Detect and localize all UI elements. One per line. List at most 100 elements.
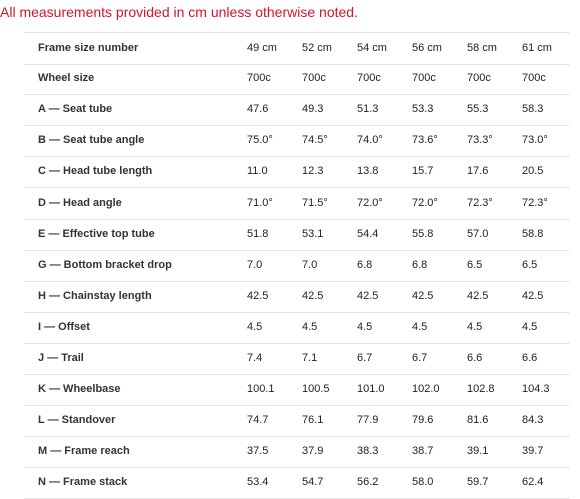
cell-value: 81.6 [467,414,489,427]
cell-value: 700c [412,72,436,85]
cell-value: 7.0 [247,258,263,271]
cell-value: 6.8 [357,258,373,271]
cell-value: 42.5 [467,289,489,302]
table-row: J — Trail 7.4 7.1 6.7 6.7 6.6 6.6 [24,343,570,375]
cell-value: 39.1 [467,445,489,458]
cell-value: 700c [467,72,491,85]
cell-value: 73.6° [412,134,438,147]
cell-value: 20.5 [522,165,544,178]
cell-value: 62.4 [522,476,544,489]
row-label: E — Effective top tube [38,227,155,240]
cell-value: 58.0 [412,476,434,489]
cell-value: 38.3 [357,445,379,458]
cell-value: 42.5 [247,289,269,302]
cell-value: 6.8 [412,258,428,271]
cell-value: 58.8 [522,227,544,240]
cell-value: 75.0° [247,134,273,147]
cell-value: 39.7 [522,445,544,458]
cell-value: 6.6 [522,352,538,364]
cell-value: 72.0° [357,196,383,209]
table-row: C — Head tube length 11.0 12.3 13.8 15.7 17.6… [24,156,570,189]
table-row: E — Effective top tube 51.8 53.1 54.4 55.8 57… [24,219,570,251]
table-row: K — Wheelbase 100.1 100.5 101.0 102.0 102.8 10… [24,374,570,407]
cell-value: 4.5 [247,320,263,333]
row-label: A — Seat tube [38,103,113,116]
table-row: I — Offset 4.5 4.5 4.5 4.5 4.5 4.5 [24,312,570,344]
cell-value: 42.5 [302,289,324,302]
cell-value: 6.7 [412,352,428,364]
cell-value: 77.9 [357,414,379,427]
note: All measurements provided in cm unless o… [0,4,358,20]
table-row: N — Frame stack 53.4 54.7 56.2 58.0 59.7 62.4 [24,467,570,499]
cell-value: 51.8 [247,227,269,240]
cell-value: 4.5 [412,320,428,333]
cell-value: 104.3 [522,383,550,396]
cell-value: 61 cm [522,42,552,54]
cell-value: 42.5 [522,289,544,302]
row-label: M — Frame reach [38,445,130,458]
cell-value: 58.3 [522,103,544,116]
cell-value: 72.0° [412,196,438,209]
cell-value: 42.5 [357,289,379,302]
row-label: C — Head tube length [38,165,153,178]
cell-value: 56 cm [412,42,442,54]
cell-value: 57.0 [467,227,489,240]
table-row: Wheel size 700c 700c 700c 700c 700c 700c [24,63,570,96]
cell-value: 700c [302,72,326,85]
cell-value: 54.7 [302,476,324,489]
row-label: G — Bottom bracket drop [38,258,172,271]
cell-value: 100.1 [247,383,275,396]
cell-value: 13.8 [357,165,379,178]
cell-value: 74.5° [302,134,328,147]
cell-value: 42.5 [412,289,434,302]
row-label: J — Trail [38,352,84,364]
cell-value: 56.2 [357,476,379,489]
cell-value: 6.6 [467,352,483,364]
cell-value: 101.0 [357,383,385,396]
table-row: B — Seat tube angle 75.0° 74.5° 74.0° 73.6° 7… [24,125,570,158]
row-label: N — Frame stack [38,476,128,489]
cell-value: 102.8 [467,383,495,396]
cell-value: 55.8 [412,227,434,240]
cell-value: 74.0° [357,134,383,147]
cell-value: 700c [522,72,546,85]
cell-value: 12.3 [302,165,324,178]
cell-value: 74.7 [247,414,269,427]
cell-value: 7.0 [302,258,318,271]
table-row: H — Chainstay length 42.5 42.5 42.5 42.5 42.5… [24,281,570,313]
cell-value: 7.4 [247,352,263,364]
row-label: I — Offset [38,320,90,333]
cell-value: 58 cm [467,42,497,54]
cell-value: 53.3 [412,103,434,116]
cell-value: 59.7 [467,476,489,489]
row-label: L — Standover [38,414,116,427]
table-row: A — Seat tube 47.6 49.3 51.3 53.3 55.3 58.3 [24,94,570,127]
cell-value: 49.3 [302,103,324,116]
cell-value: 37.9 [302,445,324,458]
cell-value: 700c [357,72,381,85]
cell-value: 55.3 [467,103,489,116]
cell-value: 4.5 [357,320,373,333]
cell-value: 11.0 [247,165,268,178]
cell-value: 73.3° [467,134,493,147]
cell-value: 7.1 [302,352,318,364]
table-row: D — Head angle 71.0° 71.5° 72.0° 72.0° 72.3° 7… [24,188,570,220]
row-label: K — Wheelbase [38,383,121,396]
cell-value: 100.5 [302,383,330,396]
cell-value: 37.5 [247,445,269,458]
cell-value: 102.0 [412,383,440,396]
cell-value: 53.4 [247,476,269,489]
cell-value: 79.6 [412,414,434,427]
cell-value: 4.5 [522,320,538,333]
cell-value: 71.5° [302,196,328,209]
cell-value: 6.5 [522,258,538,271]
cell-value: 4.5 [302,320,318,333]
cell-value: 6.7 [357,352,373,364]
cell-value: 54 cm [357,42,387,54]
table-row: M — Frame reach 37.5 37.9 38.3 38.7 39.1 39.7 [24,436,570,469]
cell-value: 51.3 [357,103,379,116]
row-label: Frame size number [38,42,139,54]
cell-value: 49 cm [247,42,277,54]
cell-value: 53.1 [302,227,324,240]
